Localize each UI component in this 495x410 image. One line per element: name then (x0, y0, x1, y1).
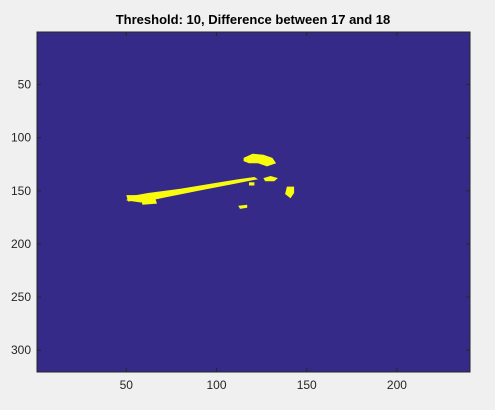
x-tick-label: 200 (387, 378, 407, 392)
x-tick-label: 150 (297, 378, 317, 392)
region-far-right-blob (285, 186, 295, 199)
x-tick-label: 100 (206, 378, 226, 392)
region-lower-left-blob (140, 198, 157, 205)
y-tick-label: 150 (11, 184, 31, 198)
y-tick-label: 300 (11, 343, 31, 357)
region-long-streak (126, 177, 258, 203)
y-tick-label: 50 (18, 78, 32, 92)
y-axis-ticks: 50 100 150 200 250 300 (11, 78, 470, 357)
chart-title: Threshold: 10, Difference between 17 and… (116, 12, 391, 27)
image-axes: 50 100 150 200 50 100 150 200 250 300 (11, 31, 471, 392)
x-axis-ticks: 50 100 150 200 (120, 32, 407, 392)
region-dot-near-streak-end (249, 182, 255, 186)
region-top-cluster (243, 153, 277, 167)
y-tick-label: 100 (11, 131, 31, 145)
foreground-regions (126, 153, 295, 209)
y-tick-label: 250 (11, 290, 31, 304)
image-background (37, 32, 470, 372)
region-bottom-dot (238, 204, 248, 209)
x-tick-label: 50 (120, 378, 134, 392)
axes-frame (36, 31, 471, 373)
y-tick-label: 200 (11, 237, 31, 251)
region-small-blob-right-of-streak (263, 176, 278, 182)
region-left-tip-blob (126, 195, 138, 202)
